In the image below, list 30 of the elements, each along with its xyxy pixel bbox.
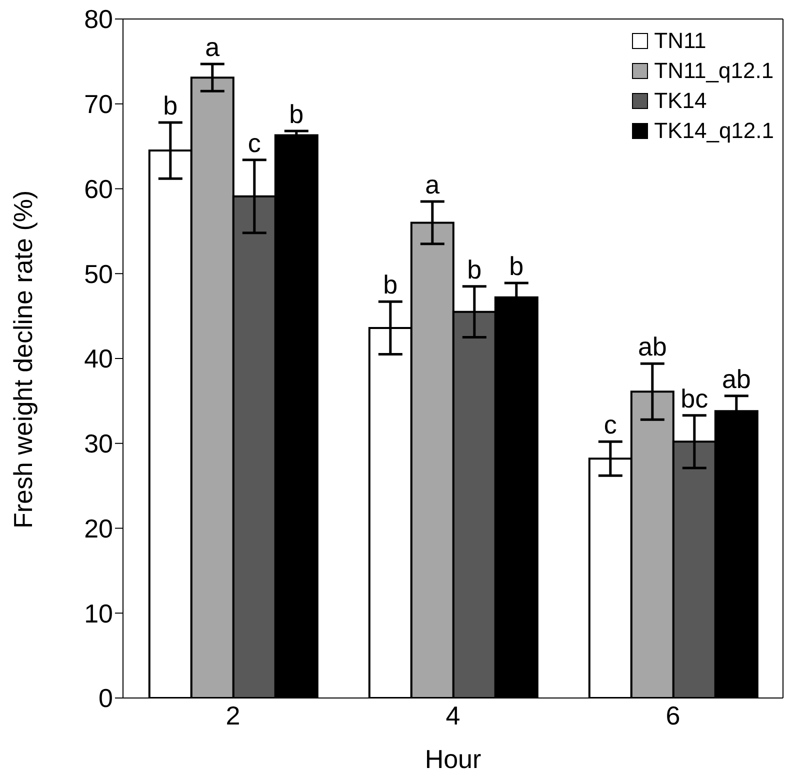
y-tick-label: 50 — [84, 258, 113, 289]
y-tick-label: 30 — [84, 428, 113, 459]
annotation: b — [383, 270, 398, 300]
annotation: b — [163, 90, 178, 121]
legend-label: TK14 — [654, 87, 707, 115]
y-tick-label: 10 — [84, 598, 113, 628]
y-tick-label: 20 — [84, 513, 113, 544]
annotation: b — [467, 254, 482, 284]
annotation: a — [425, 169, 440, 200]
annotation: bc — [680, 383, 708, 414]
x-tick-label: 4 — [446, 700, 460, 730]
annotation: b — [509, 250, 524, 281]
annotation: b — [289, 99, 304, 130]
y-tick-label: 40 — [84, 344, 113, 374]
x-axis-title: Hour — [424, 744, 482, 774]
annotation: ab — [638, 332, 667, 362]
x-tick-label: 6 — [666, 700, 680, 730]
y-axis-title: Fresh weight decline rate (%) — [8, 190, 38, 528]
x-tick-label: 2 — [226, 700, 240, 730]
y-tick-label: 70 — [84, 89, 113, 120]
annotation: c — [604, 410, 617, 440]
annotation: c — [248, 128, 261, 158]
legend-label: TN11_q12.1 — [654, 57, 774, 85]
y-tick-label: 0 — [98, 683, 113, 714]
annotation: a — [205, 32, 220, 62]
legend-label: TK14_q12.1 — [654, 117, 774, 145]
legend-label: TN11 — [654, 27, 706, 55]
y-tick-label: 80 — [84, 4, 113, 34]
annotation: ab — [722, 364, 751, 394]
y-tick-label: 60 — [84, 174, 113, 204]
